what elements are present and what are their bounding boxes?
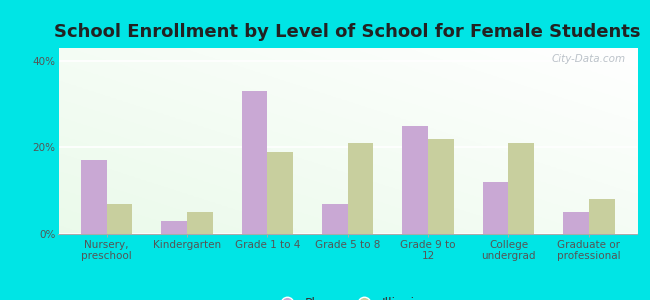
Title: School Enrollment by Level of School for Female Students: School Enrollment by Level of School for… (55, 23, 641, 41)
Bar (402, 126, 428, 234)
Text: City-Data.com: City-Data.com (551, 54, 625, 64)
Bar (348, 143, 374, 234)
Bar (483, 182, 508, 234)
Legend: Plano, Illinois: Plano, Illinois (270, 292, 426, 300)
Bar (242, 91, 267, 234)
Bar (187, 212, 213, 234)
Bar (267, 152, 293, 234)
Bar (161, 221, 187, 234)
Bar (589, 200, 614, 234)
Bar (81, 160, 107, 234)
Bar (428, 139, 454, 234)
Bar (563, 212, 589, 234)
Bar (322, 204, 348, 234)
Bar (508, 143, 534, 234)
Bar (107, 204, 133, 234)
